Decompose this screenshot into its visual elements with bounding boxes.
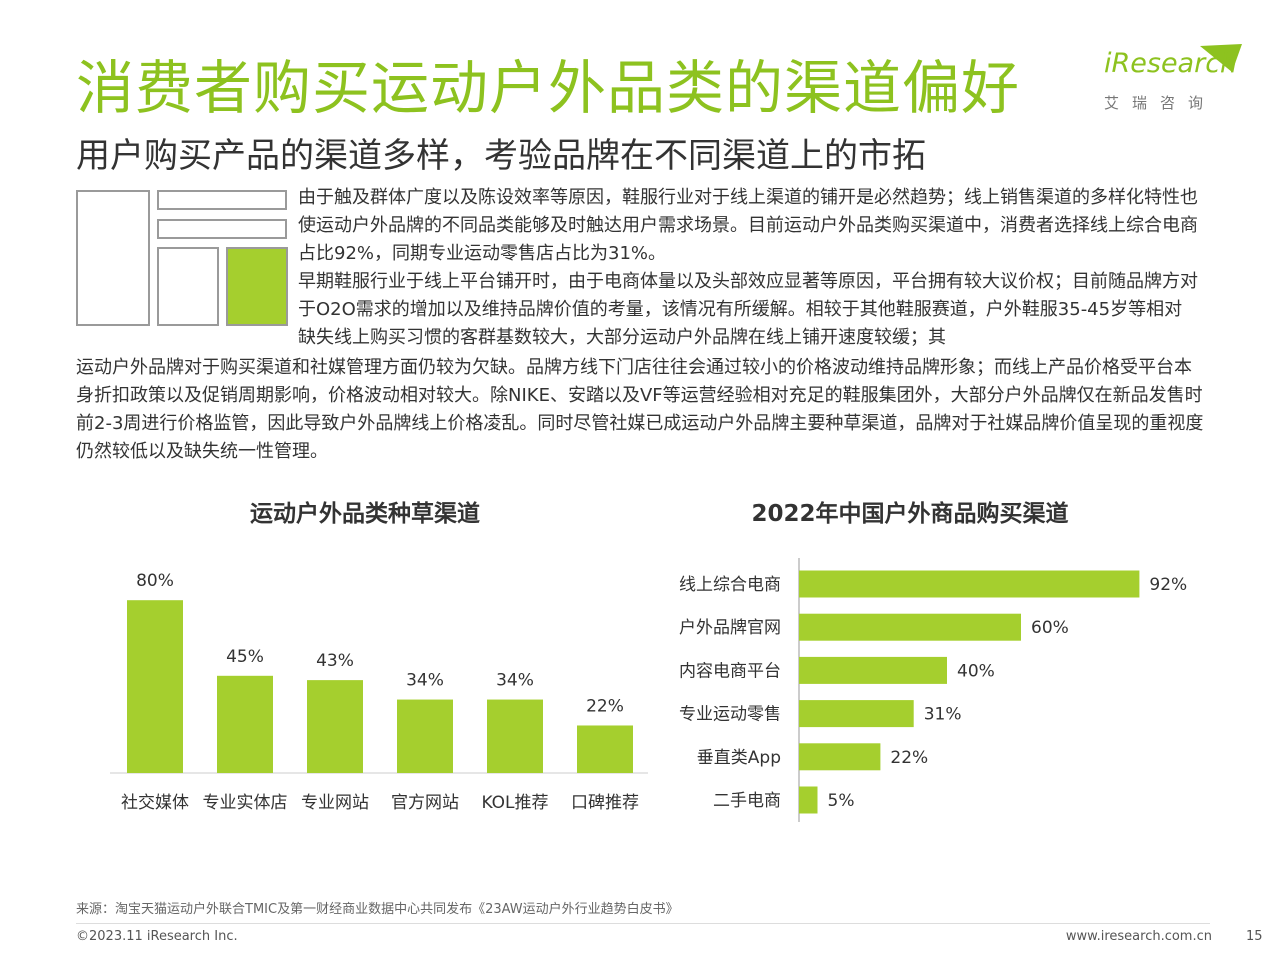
bar — [217, 675, 273, 773]
paragraph-1: 由于触及群体广度以及陈设效率等原因，鞋服行业对于线上渠道的铺开是必然趋势；线上销… — [298, 187, 1198, 264]
logo-cn-text: 艾瑞咨询 — [1104, 94, 1217, 112]
x-tick-label: 口碑推荐 — [571, 793, 639, 813]
footer-divider — [76, 923, 1210, 924]
x-tick-label: 社交媒体 — [121, 793, 189, 813]
bar — [799, 570, 1140, 598]
y-tick-label: 垂直类App — [697, 748, 781, 768]
chart1-title: 运动户外品类种草渠道 — [250, 501, 480, 527]
x-tick-label: KOL推荐 — [481, 793, 548, 813]
bar — [799, 613, 1021, 641]
bar — [577, 725, 633, 773]
logo-swoosh-icon — [1200, 44, 1242, 72]
bar — [397, 699, 453, 773]
bar — [127, 600, 183, 773]
y-tick-label: 线上综合电商 — [679, 575, 781, 595]
deco-block — [157, 247, 219, 326]
deco-block — [157, 219, 287, 239]
bar — [799, 700, 914, 728]
x-tick-label: 官方网站 — [391, 793, 459, 813]
data-label: 43% — [316, 651, 354, 671]
y-tick-label: 专业运动零售 — [679, 705, 781, 725]
bar — [487, 699, 543, 773]
data-label: 40% — [957, 661, 995, 681]
y-tick-label: 二手电商 — [713, 791, 781, 811]
page-title: 消费者购买运动户外品类的渠道偏好 — [76, 54, 1021, 122]
x-tick-label: 专业实体店 — [203, 793, 288, 813]
bar — [799, 743, 881, 771]
copyright: ©2023.11 iResearch Inc. — [76, 929, 238, 944]
bar — [307, 680, 363, 773]
bar — [799, 656, 947, 684]
data-label: 34% — [406, 671, 444, 691]
data-label: 5% — [828, 791, 855, 811]
chart2-title: 2022年中国户外商品购买渠道 — [751, 501, 1069, 527]
data-label: 22% — [586, 696, 624, 716]
page-subtitle: 用户购买产品的渠道多样，考验品牌在不同渠道上的市拓 — [76, 136, 926, 176]
bar — [799, 786, 818, 814]
logo-brand-text: iResearch — [1104, 48, 1238, 79]
data-label: 92% — [1149, 575, 1187, 595]
page-number: 15 — [1246, 929, 1263, 944]
deco-block-green — [226, 247, 288, 326]
source-note: 来源：淘宝天猫运动户外联合TMIC及第一财经商业数据中心共同发布《23AW运动户… — [76, 902, 679, 917]
x-tick-label: 专业网站 — [301, 793, 369, 813]
chart-seeding-channels: 80% 社交媒体 45% 专业实体店 43% 专业网站 34% 官方网站 34% KOL推荐 22%… — [110, 571, 648, 813]
iresearch-logo: iResearch 艾瑞咨询 — [1100, 42, 1250, 112]
deco-block — [76, 190, 150, 326]
data-label: 45% — [226, 647, 264, 667]
y-tick-label: 内容电商平台 — [679, 661, 781, 681]
data-label: 22% — [890, 748, 928, 768]
website-link[interactable]: www.iresearch.com.cn — [1065, 929, 1212, 944]
paragraph-2-bottom: 运动户外品牌对于购买渠道和社媒管理方面仍较为欠缺。品牌方线下门店往往会通过较小的… — [76, 357, 1204, 462]
paragraph-2-top: 早期鞋服行业于线上平台铺开时，由于电商体量以及头部效应显著等原因，平台拥有较大议… — [298, 271, 1198, 348]
data-label: 80% — [136, 571, 174, 591]
data-label: 31% — [924, 705, 962, 725]
deco-block — [157, 190, 287, 210]
data-label: 60% — [1031, 618, 1069, 638]
y-tick-label: 户外品牌官网 — [679, 618, 781, 638]
chart-purchase-channels: 92% 线上综合电商 60% 户外品牌官网 40% 内容电商平台 31% 专业运动零售 22% 垂… — [679, 558, 1187, 822]
data-label: 34% — [496, 671, 534, 691]
